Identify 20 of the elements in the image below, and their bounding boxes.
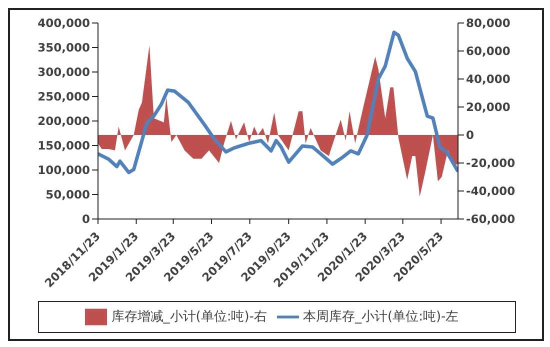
y2-tick-label: 0 [466,128,474,142]
legend-label: 本周库存_小计(单位:吨)-左 [303,310,459,325]
y-tick-label: 400,000 [38,16,90,30]
y2-tick-label: 80,000 [466,16,510,30]
y-tick-label: 250,000 [38,90,90,104]
y2-tick-label: 20,000 [466,100,510,114]
y2-tick-label: 60,000 [466,44,510,58]
legend-label: 库存增减_小计(单位:吨)-右 [111,310,267,325]
y-tick-label: 150,000 [38,138,90,153]
y-tick-label: 200,000 [38,114,90,128]
y-tick-label: 300,000 [38,65,90,80]
y-tick-label: 50,000 [46,188,90,202]
y2-tick-label: 40,000 [466,72,510,86]
y2-tick-label: -20,000 [466,156,516,170]
y-tick-label: 100,000 [38,163,90,178]
y-tick-label: 350,000 [38,40,90,55]
y-tick-label: 0 [82,212,90,226]
y2-tick-label: -40,000 [466,184,516,198]
line-series [98,30,458,174]
y2-tick-label: -60,000 [466,212,516,226]
